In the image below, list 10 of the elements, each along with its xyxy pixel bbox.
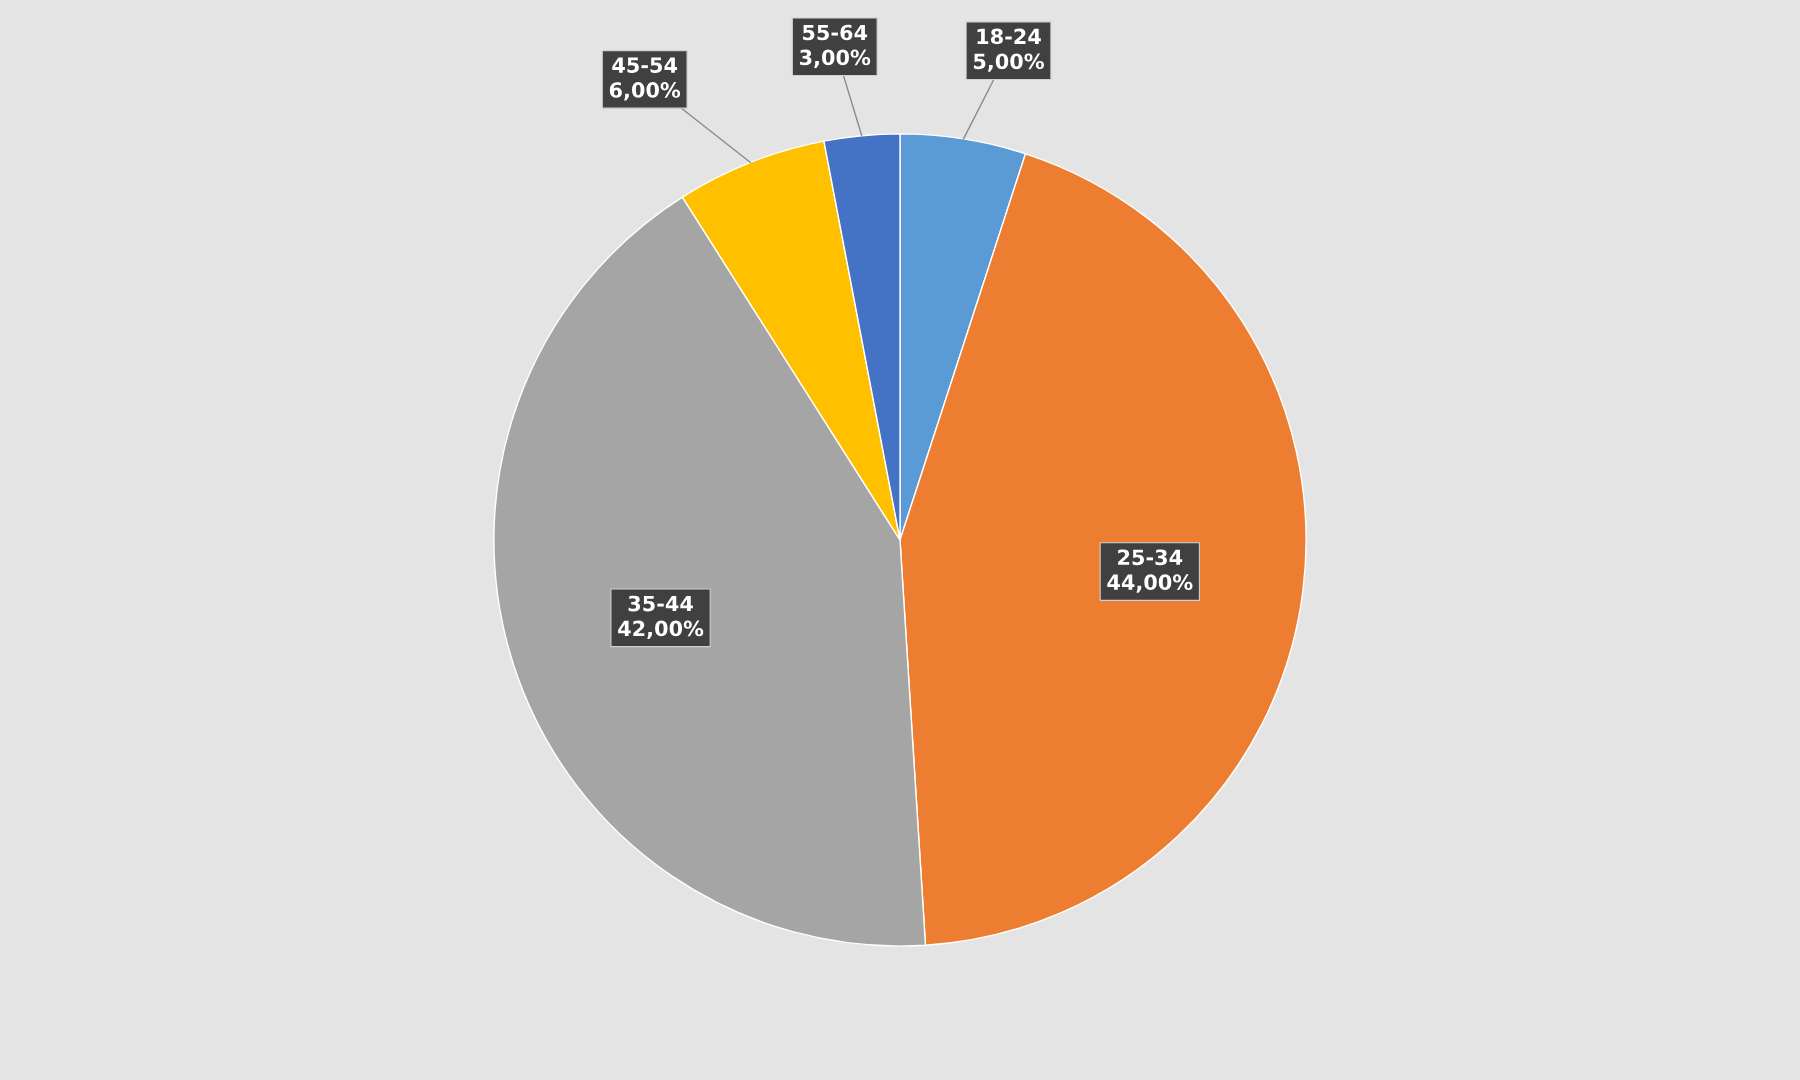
data-label: 42,00% — [618, 620, 704, 639]
slice-label: 45-54 — [612, 57, 678, 73]
slice-label: 35-44 — [628, 595, 693, 612]
data-label: 5,00% — [973, 53, 1044, 72]
data-label: 3,00% — [799, 49, 871, 68]
slice-label: 18-24 — [977, 28, 1041, 45]
slice-label: 25-34 — [1118, 549, 1183, 566]
data-label: 44,00% — [1107, 574, 1193, 593]
slice-label: 55-64 — [803, 24, 868, 41]
data-label: 6,00% — [609, 82, 681, 101]
